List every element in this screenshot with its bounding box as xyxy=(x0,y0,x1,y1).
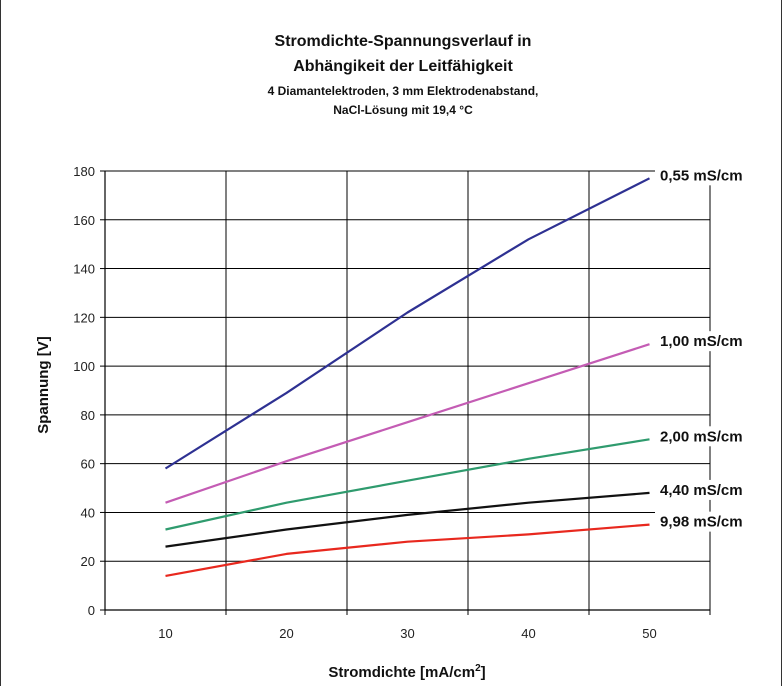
x-tick-label-50: 50 xyxy=(642,626,656,641)
series-layer xyxy=(164,177,650,577)
y-tick-label-80: 80 xyxy=(81,408,95,423)
x-axis-label-suffix: ] xyxy=(481,664,486,681)
x-tick-label-10: 10 xyxy=(158,626,172,641)
series-line-5 xyxy=(165,523,650,577)
y-tick-label-40: 40 xyxy=(81,505,95,520)
series-label-3: 2,00 mS/cm xyxy=(660,428,743,445)
y-tick-label-100: 100 xyxy=(73,359,95,374)
series-label-5: 9,98 mS/cm xyxy=(660,514,743,531)
axis-layer: 0 20 40 60 80 100 120 140 160 180 10 20 30 40 50 xyxy=(73,164,711,641)
series-label-1: 0,55 mS/cm xyxy=(660,167,743,184)
grid-layer xyxy=(104,170,711,611)
series-line-4 xyxy=(165,491,650,548)
x-axis-label: Stromdichte [mA/cm2] xyxy=(328,663,485,681)
x-tick-label-40: 40 xyxy=(521,626,535,641)
series-line-3 xyxy=(165,438,650,531)
label-layer: 0,55 mS/cm 1,00 mS/cm 2,00 mS/cm 4,40 mS/cm… xyxy=(655,165,763,532)
x-tick-label-20: 20 xyxy=(279,626,293,641)
x-tick-label-30: 30 xyxy=(400,626,414,641)
y-tick-label-0: 0 xyxy=(88,603,95,618)
series-label-bg-3 xyxy=(655,426,763,447)
series-label-bg-1 xyxy=(655,165,763,186)
y-axis-label: Spannung [V] xyxy=(35,336,52,434)
series-label-bg-5 xyxy=(655,511,763,532)
y-tick-label-140: 140 xyxy=(73,262,95,277)
chart-subtitle: 4 Diamantelektroden, 3 mm Elektrodenabst… xyxy=(268,84,539,98)
chart-title: Stromdichte-Spannungsverlauf in xyxy=(275,33,532,50)
x-axis-label-main: Stromdichte [mA/cm xyxy=(328,664,475,681)
series-label-bg-4 xyxy=(655,479,763,500)
series-label-2: 1,00 mS/cm xyxy=(660,333,743,350)
y-tick-label-60: 60 xyxy=(81,457,95,472)
series-line-2 xyxy=(165,343,650,504)
chart-subtitle-line2: NaCl-Lösung mit 19,4 °C xyxy=(333,103,473,117)
series-label-bg-2 xyxy=(655,331,763,352)
y-tick-label-160: 160 xyxy=(73,213,95,228)
y-tick-label-180: 180 xyxy=(73,164,95,179)
y-tick-label-20: 20 xyxy=(81,554,95,569)
series-line-1 xyxy=(164,177,650,470)
x-axis-label-superscript: 2 xyxy=(475,663,481,674)
chart-title-line2: Abhängikeit der Leitfähigkeit xyxy=(293,58,513,75)
y-tick-label-120: 120 xyxy=(73,310,95,325)
series-label-4: 4,40 mS/cm xyxy=(660,482,743,499)
